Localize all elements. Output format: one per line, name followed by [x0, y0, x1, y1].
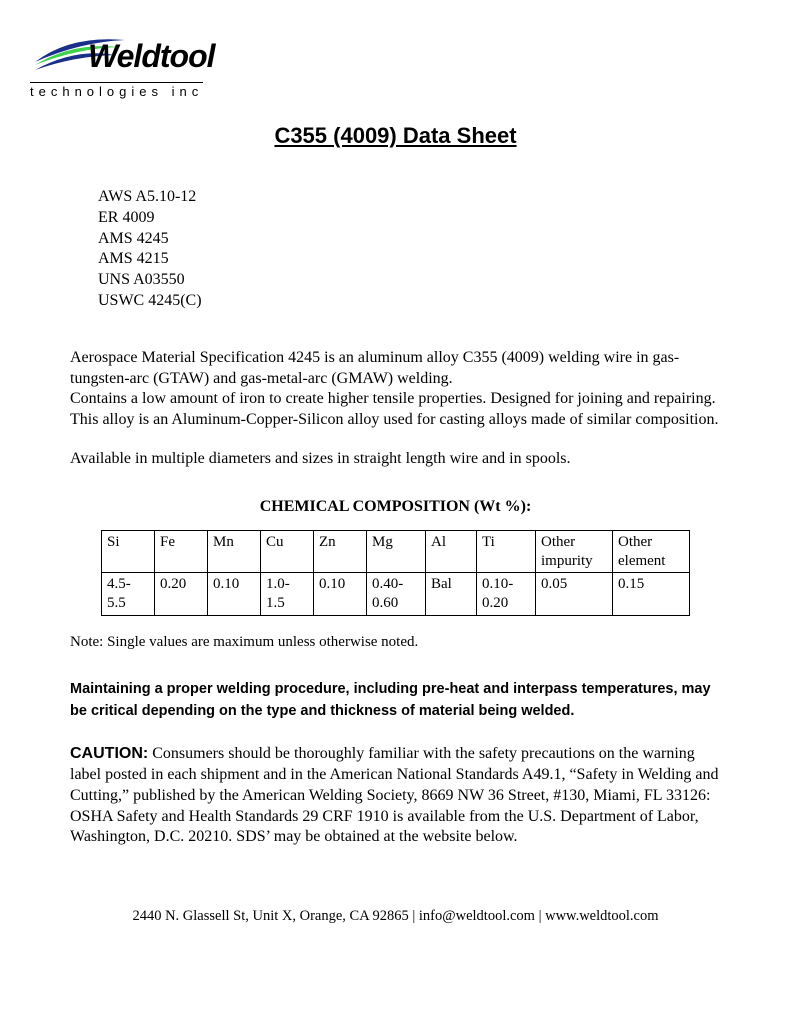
cell: 0.40-0.60: [367, 573, 426, 616]
col-header: Zn: [314, 530, 367, 573]
col-header: Fe: [155, 530, 208, 573]
caution-text: Consumers should be thoroughly familiar …: [70, 745, 718, 845]
page: Weldtool technologies inc C355 (4009) Da…: [0, 0, 791, 965]
footer: 2440 N. Glassell St, Unit X, Orange, CA …: [70, 908, 721, 925]
cell: 0.10-0.20: [477, 573, 536, 616]
col-header: Si: [102, 530, 155, 573]
composition-header: CHEMICAL COMPOSITION (Wt %):: [70, 498, 721, 516]
col-header: Ti: [477, 530, 536, 573]
table-note: Note: Single values are maximum unless o…: [70, 634, 721, 651]
spec-item: UNS A03550: [98, 270, 721, 291]
cell: 0.15: [613, 573, 690, 616]
cell: 1.0-1.5: [261, 573, 314, 616]
logo-subtitle: technologies inc: [30, 82, 203, 101]
col-header: Other element: [613, 530, 690, 573]
para-text: Contains a low amount of iron to create …: [70, 390, 718, 428]
cell: Bal: [426, 573, 477, 616]
col-header: Mg: [367, 530, 426, 573]
page-title: C355 (4009) Data Sheet: [70, 123, 721, 149]
spec-item: AMS 4245: [98, 229, 721, 250]
col-header: Cu: [261, 530, 314, 573]
spec-item: AMS 4215: [98, 249, 721, 270]
cell: 0.05: [536, 573, 613, 616]
cell: 0.10: [314, 573, 367, 616]
description-para: Aerospace Material Specification 4245 is…: [70, 348, 721, 431]
cell: 0.20: [155, 573, 208, 616]
logo-brand-text: Weldtool: [88, 38, 215, 75]
col-header: Al: [426, 530, 477, 573]
caution-para: CAUTION: Consumers should be thoroughly …: [70, 744, 721, 848]
spec-item: AWS A5.10-12: [98, 187, 721, 208]
availability-para: Available in multiple diameters and size…: [70, 449, 721, 470]
logo: Weldtool technologies inc: [30, 30, 721, 101]
table-header-row: Si Fe Mn Cu Zn Mg Al Ti Other impurity O…: [102, 530, 690, 573]
spec-item: ER 4009: [98, 208, 721, 229]
table-row: 4.5-5.5 0.20 0.10 1.0-1.5 0.10 0.40-0.60…: [102, 573, 690, 616]
logo-graphic: Weldtool: [30, 30, 240, 80]
para-text: Aerospace Material Specification 4245 is…: [70, 349, 679, 387]
spec-list: AWS A5.10-12 ER 4009 AMS 4245 AMS 4215 U…: [98, 187, 721, 312]
composition-table: Si Fe Mn Cu Zn Mg Al Ti Other impurity O…: [101, 530, 690, 616]
caution-label: CAUTION:: [70, 745, 148, 762]
cell: 0.10: [208, 573, 261, 616]
cell: 4.5-5.5: [102, 573, 155, 616]
col-header: Other impurity: [536, 530, 613, 573]
procedure-warning: Maintaining a proper welding procedure, …: [70, 679, 721, 723]
spec-item: USWC 4245(C): [98, 291, 721, 312]
col-header: Mn: [208, 530, 261, 573]
